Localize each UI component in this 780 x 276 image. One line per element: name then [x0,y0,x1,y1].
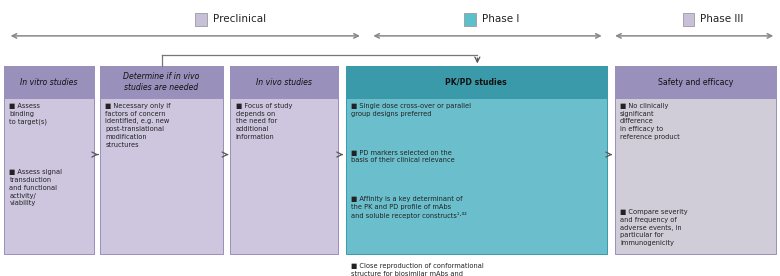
Text: ■ PD markers selected on the
basis of their clinical relevance: ■ PD markers selected on the basis of th… [351,150,455,163]
Bar [4,66,94,98]
Bar [615,66,776,254]
Text: In vivo studies: In vivo studies [256,78,312,87]
Bar [615,66,776,98]
Text: ■ Assess
binding
to target(s): ■ Assess binding to target(s) [9,103,48,125]
Bar [230,66,338,98]
Text: Phase I: Phase I [482,14,519,24]
Bar [346,66,607,98]
Text: ■ Focus of study
depends on
the need for
additional
information: ■ Focus of study depends on the need for… [236,103,292,140]
Text: In vitro studies: In vitro studies [20,78,77,87]
Text: ■ Compare severity
and frequency of
adverse events, in
particular for
immunogeni: ■ Compare severity and frequency of adve… [620,209,688,246]
Text: ■ No clinically
significant
difference
in efficacy to
reference product: ■ No clinically significant difference i… [620,103,680,140]
Bar [100,66,223,254]
Bar [682,13,694,26]
Text: ■ Single dose cross-over or parallel
group designs preferred: ■ Single dose cross-over or parallel gro… [351,103,471,117]
Text: Phase III: Phase III [700,14,744,24]
Text: ■ Assess signal
transduction
and functional
activity/
viability: ■ Assess signal transduction and functio… [9,169,62,206]
Text: Safety and efficacy: Safety and efficacy [658,78,733,87]
Text: PK/PD studies: PK/PD studies [445,78,507,87]
Text: ■ Necessary only if
factors of concern
identified, e.g. new
post-translational
m: ■ Necessary only if factors of concern i… [105,103,171,148]
Bar [464,13,476,26]
Bar [100,66,223,98]
Text: ■ Affinity is a key determinant of
the PK and PD profile of mAbs
and soluble rec: ■ Affinity is a key determinant of the P… [351,196,467,219]
Bar [195,13,207,26]
Text: Preclinical: Preclinical [213,14,266,24]
Text: ■ Close reproduction of conformational
structure for biosimilar mAbs and
soluble: ■ Close reproduction of conformational s… [351,263,484,276]
Bar [346,66,607,254]
Bar [230,66,338,254]
Bar [4,66,94,254]
Text: Determine if in vivo
studies are needed: Determine if in vivo studies are needed [123,72,200,92]
